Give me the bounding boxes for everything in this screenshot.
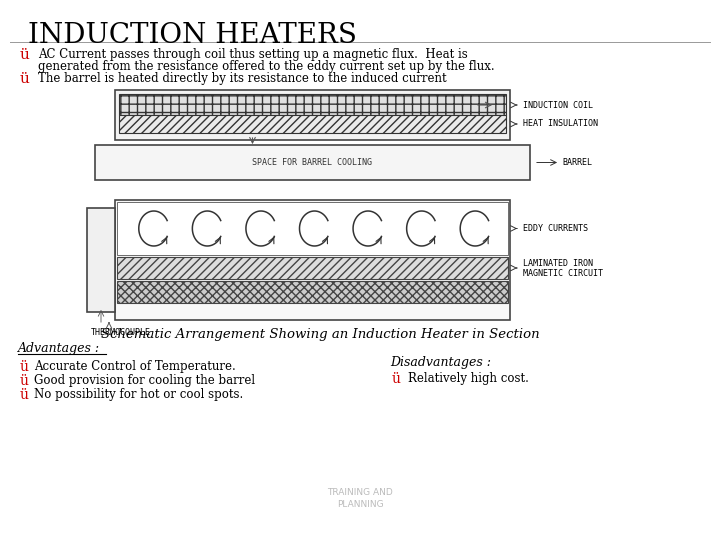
Text: ü: ü — [392, 372, 401, 386]
Text: ü: ü — [20, 388, 29, 402]
Text: INDUCTION COIL: INDUCTION COIL — [523, 100, 593, 110]
Text: LAMINATED IRON: LAMINATED IRON — [523, 260, 593, 268]
Bar — [119, 115, 506, 133]
Bar — [117, 281, 508, 303]
Text: MAGNETIC CIRCUIT: MAGNETIC CIRCUIT — [523, 268, 603, 278]
Text: HEAT INSULATION: HEAT INSULATION — [523, 119, 598, 129]
Text: Disadvantages :: Disadvantages : — [390, 356, 491, 369]
Bar — [119, 94, 506, 115]
Text: generated from the resistance offered to the eddy current set up by the flux.: generated from the resistance offered to… — [38, 60, 495, 73]
Text: Schematic Arrangement Showing an Induction Heater in Section: Schematic Arrangement Showing an Inducti… — [101, 328, 539, 341]
Text: ü: ü — [20, 48, 30, 62]
Text: TRAINING AND
PLANNING: TRAINING AND PLANNING — [327, 488, 393, 509]
Text: INDUCTION HEATERS: INDUCTION HEATERS — [28, 22, 357, 49]
Text: ü: ü — [20, 360, 29, 374]
Text: Relatively high cost.: Relatively high cost. — [408, 372, 529, 385]
Bar — [115, 90, 510, 140]
Text: Accurate Control of Temperature.: Accurate Control of Temperature. — [34, 360, 235, 373]
Text: ü: ü — [20, 72, 30, 86]
Text: EDDY CURRENTS: EDDY CURRENTS — [523, 224, 588, 233]
Bar — [117, 202, 508, 255]
Text: No possibility for hot or cool spots.: No possibility for hot or cool spots. — [34, 388, 243, 401]
Bar — [95, 145, 530, 180]
Text: SPACE FOR BARREL COOLING: SPACE FOR BARREL COOLING — [253, 158, 372, 167]
Text: THERMOCOUPLE: THERMOCOUPLE — [91, 328, 151, 337]
Text: BARREL: BARREL — [562, 158, 592, 167]
Text: Good provision for cooling the barrel: Good provision for cooling the barrel — [34, 374, 255, 387]
Text: Advantages :: Advantages : — [18, 342, 100, 355]
Bar — [117, 257, 508, 279]
Text: The barrel is heated directly by its resistance to the induced current: The barrel is heated directly by its res… — [38, 72, 446, 85]
Text: AC Current passes through coil thus setting up a magnetic flux.  Heat is: AC Current passes through coil thus sett… — [38, 48, 468, 61]
Bar — [115, 200, 510, 320]
Text: ü: ü — [20, 374, 29, 388]
Bar — [87, 208, 115, 312]
